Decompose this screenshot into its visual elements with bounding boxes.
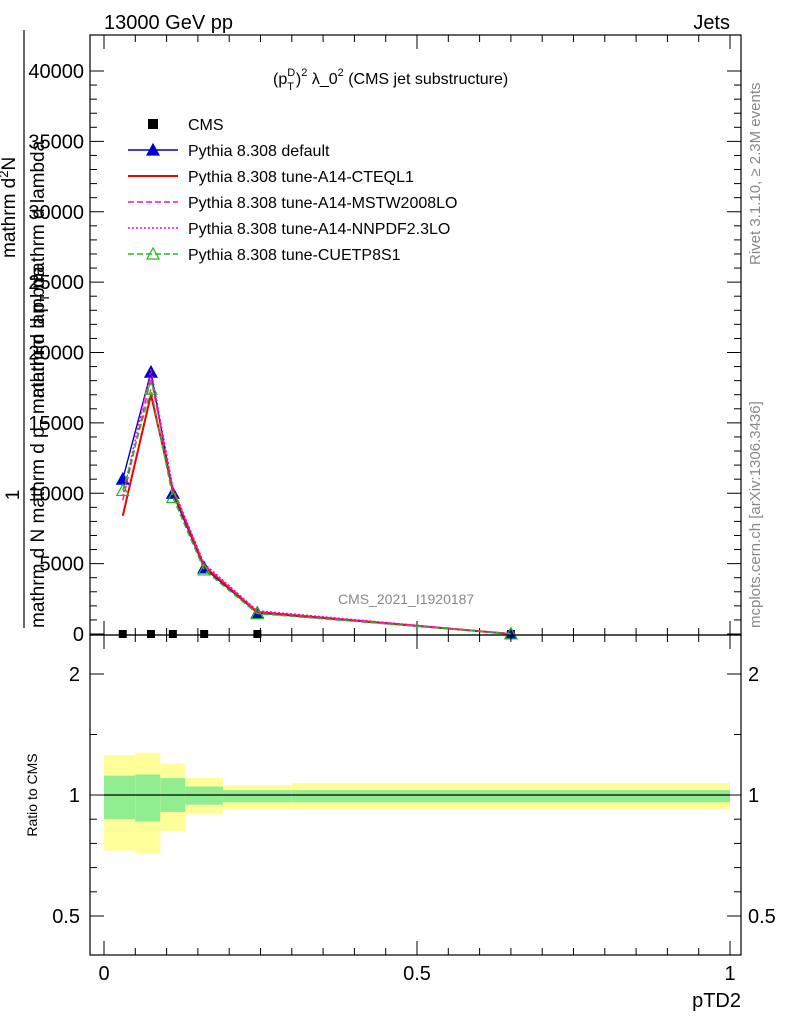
- ylabel-den: mathrm d N mathrm d pT mathrm d lambda: [28, 266, 52, 628]
- legend-marker-open-triangle: [145, 246, 161, 260]
- y-tick-label: 0: [73, 624, 84, 646]
- ratio-y-tick-label: 1: [69, 785, 80, 807]
- ratio-y-tick-label-right: 0.5: [748, 906, 776, 928]
- x-tick-label: 0: [98, 963, 109, 985]
- x-axis-label: pTD2: [692, 990, 741, 1012]
- data-marker-open-triangle: [250, 606, 265, 620]
- watermark-analysis: CMS_2021_I1920187: [338, 591, 474, 607]
- legend-label: Pythia 8.308 default: [188, 143, 330, 160]
- data-marker-open-triangle: [165, 490, 180, 504]
- y-tick-label: 15000: [28, 413, 84, 435]
- header-right: Jets: [693, 12, 730, 34]
- y-axis-label-main: 1 mathrm d N mathrm d pT mathrm d lambda…: [0, 30, 52, 628]
- data-marker-cms: [253, 629, 262, 638]
- series-line: [122, 388, 511, 635]
- data-marker-open-triangle: [197, 562, 212, 576]
- legend-marker-triangle: [145, 142, 161, 156]
- ratio-y-tick-label-right: 2: [748, 664, 759, 686]
- ratio-band-green: [135, 774, 161, 822]
- legend-label: Pythia 8.308 tune-A14-MSTW2008LO: [188, 195, 457, 212]
- ratio-band-green: [104, 775, 136, 820]
- y-tick-label: 30000: [28, 202, 84, 224]
- data-marker-cms: [168, 629, 177, 638]
- ratio-y-tick-label: 0.5: [52, 906, 80, 928]
- ylabel-one: 1: [3, 490, 24, 501]
- y-tick-label: 10000: [28, 483, 84, 505]
- ratio-y-ticks: 0.5 0.5 1 1 2 2: [52, 664, 776, 928]
- y-tick-label: 25000: [28, 272, 84, 294]
- legend-label: CMS: [188, 117, 224, 134]
- ylabel-num: mathrm d2N: [0, 157, 20, 258]
- legend-label: Pythia 8.308 tune-CUETP8S1: [188, 247, 401, 264]
- data-marker-open-triangle: [143, 381, 158, 395]
- ratio-y-tick-label-right: 1: [748, 785, 759, 807]
- x-tick-label: 0.5: [403, 963, 431, 985]
- data-marker-cms: [118, 629, 127, 638]
- ylabel-mid: mathrm d pT mathrm d lambda: [28, 140, 52, 398]
- series-0: [118, 629, 515, 638]
- header-left: 13000 GeV pp: [104, 12, 233, 34]
- data-marker-cms: [200, 629, 209, 638]
- ratio-ylabel: Ratio to CMS: [24, 753, 40, 836]
- legend-label: Pythia 8.308 tune-A14-CTEQL1: [188, 169, 414, 186]
- data-marker-cms: [146, 629, 155, 638]
- ratio-band-green: [291, 790, 730, 803]
- legend-label: Pythia 8.308 tune-A14-NNPDF2.3LO: [188, 221, 450, 238]
- ratio-x-ticks: 0 0.5 1: [98, 635, 736, 985]
- y-tick-label: 20000: [28, 343, 84, 365]
- data-marker-open-triangle: [115, 483, 130, 497]
- y-tick-label: 5000: [40, 554, 85, 576]
- main-y-ticks: 0 5000 10000 15000 20000 25000 30000 35000 40000: [28, 61, 741, 646]
- y-tick-label: 40000: [28, 61, 84, 83]
- main-x-ticks: [103, 35, 731, 635]
- ratio-y-tick-label: 2: [69, 664, 80, 686]
- ratio-band-green: [222, 790, 292, 803]
- legend: CMS Pythia 8.308 default Pythia 8.308 tune…: [128, 117, 457, 264]
- series-layer: [115, 364, 518, 640]
- ratio-band-green: [185, 786, 223, 805]
- y-tick-label: 35000: [28, 131, 84, 153]
- plot-title: (pD T)2 λ_02 (CMS jet substructure): [273, 67, 508, 93]
- rivet-label: Rivet 3.1.10, ≥ 2.3M events: [747, 83, 764, 266]
- mcplots-label: mcplots.cern.ch [arXiv:1306.3436]: [747, 401, 764, 628]
- legend-marker-cms: [148, 119, 158, 129]
- ratio-bands: [104, 752, 730, 854]
- x-tick-label: 1: [724, 963, 735, 985]
